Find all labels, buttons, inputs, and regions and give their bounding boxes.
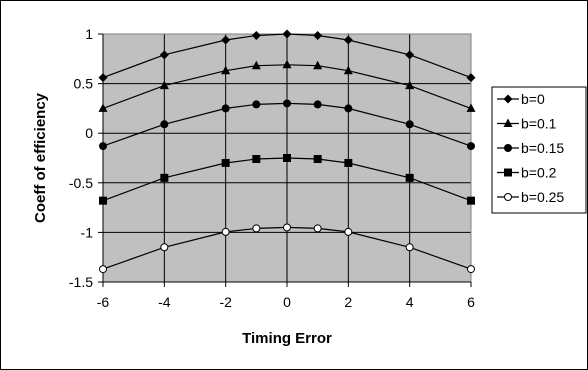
data-point (466, 73, 476, 83)
y-tick-label: -1 (81, 224, 94, 240)
data-point (283, 223, 291, 232)
data-point (251, 60, 261, 70)
series-b-0-15 (99, 99, 475, 151)
data-point (344, 104, 353, 113)
data-point (252, 100, 261, 109)
series-b-0-2 (99, 154, 475, 205)
data-point (221, 158, 230, 167)
data-point (99, 265, 107, 274)
data-point (283, 154, 291, 162)
x-tick-label: -2 (219, 294, 232, 310)
legend-label: b=0.2 (521, 165, 557, 181)
data-point (159, 50, 169, 60)
x-tick-label: 4 (406, 294, 414, 310)
legend-item: b=0.1 (497, 116, 557, 132)
data-point (343, 35, 353, 45)
data-point (313, 60, 323, 70)
legend-item: b=0.2 (497, 165, 557, 181)
data-point (405, 80, 415, 90)
x-tick-label: -4 (158, 294, 171, 310)
y-tick-label: -1.5 (69, 274, 93, 290)
data-point (221, 104, 230, 113)
y-tick-label: 0.5 (74, 76, 94, 92)
series-b-0-25 (99, 223, 475, 274)
data-point (344, 227, 353, 236)
x-tick-label: 2 (344, 294, 352, 310)
data-point (99, 196, 107, 205)
data-point (283, 99, 291, 108)
data-point (467, 142, 475, 151)
legend-item: b=0.15 (497, 140, 564, 156)
data-point (252, 154, 261, 163)
data-point (99, 142, 107, 151)
data-point (344, 158, 353, 167)
data-point (405, 243, 414, 252)
data-point (466, 103, 476, 112)
data-point (160, 243, 169, 252)
data-point (252, 224, 261, 233)
legend-marker (504, 168, 512, 177)
data-point (282, 59, 292, 69)
legend-item: b=0.25 (497, 189, 564, 205)
data-point (405, 50, 415, 60)
data-point (313, 30, 323, 40)
data-point (405, 173, 414, 182)
data-point (98, 103, 108, 112)
data-point (282, 29, 292, 39)
legend-label: b=0.1 (521, 116, 557, 132)
data-point (221, 65, 231, 75)
data-point (160, 173, 169, 182)
y-tick-label: 0 (85, 125, 93, 141)
data-point (221, 227, 230, 236)
series-b-0-1 (98, 59, 476, 112)
data-point (251, 30, 261, 40)
data-point (313, 154, 322, 163)
legend-label: b=0.25 (521, 189, 564, 205)
y-tick-label: 1 (85, 26, 93, 42)
x-axis-title: Timing Error (242, 330, 332, 347)
legend-marker (504, 193, 512, 201)
legend-label: b=0.15 (521, 140, 564, 156)
data-point (467, 265, 475, 274)
y-axis-title: Coeff of efficiency (32, 92, 49, 223)
data-point (159, 80, 169, 90)
data-point (221, 35, 231, 45)
legend-item: b=0 (497, 91, 545, 107)
x-tick-label: 0 (283, 294, 291, 310)
data-point (343, 65, 353, 75)
data-point (405, 120, 414, 129)
data-point (467, 196, 475, 205)
legend-marker (503, 118, 513, 127)
x-tick-label: -6 (97, 294, 110, 310)
legend: b=0 b=0.1 b=0.15 b=0.2 b=0.25 (491, 86, 587, 214)
data-point (313, 100, 322, 109)
data-point (98, 73, 108, 83)
x-tick-label: 6 (467, 294, 475, 310)
legend-label: b=0 (521, 91, 545, 107)
series-b-0 (98, 29, 476, 83)
data-point (160, 120, 169, 129)
legend-marker (504, 144, 512, 152)
data-point (313, 224, 322, 233)
y-tick-label: -0.5 (69, 175, 93, 191)
legend-marker (503, 94, 513, 104)
